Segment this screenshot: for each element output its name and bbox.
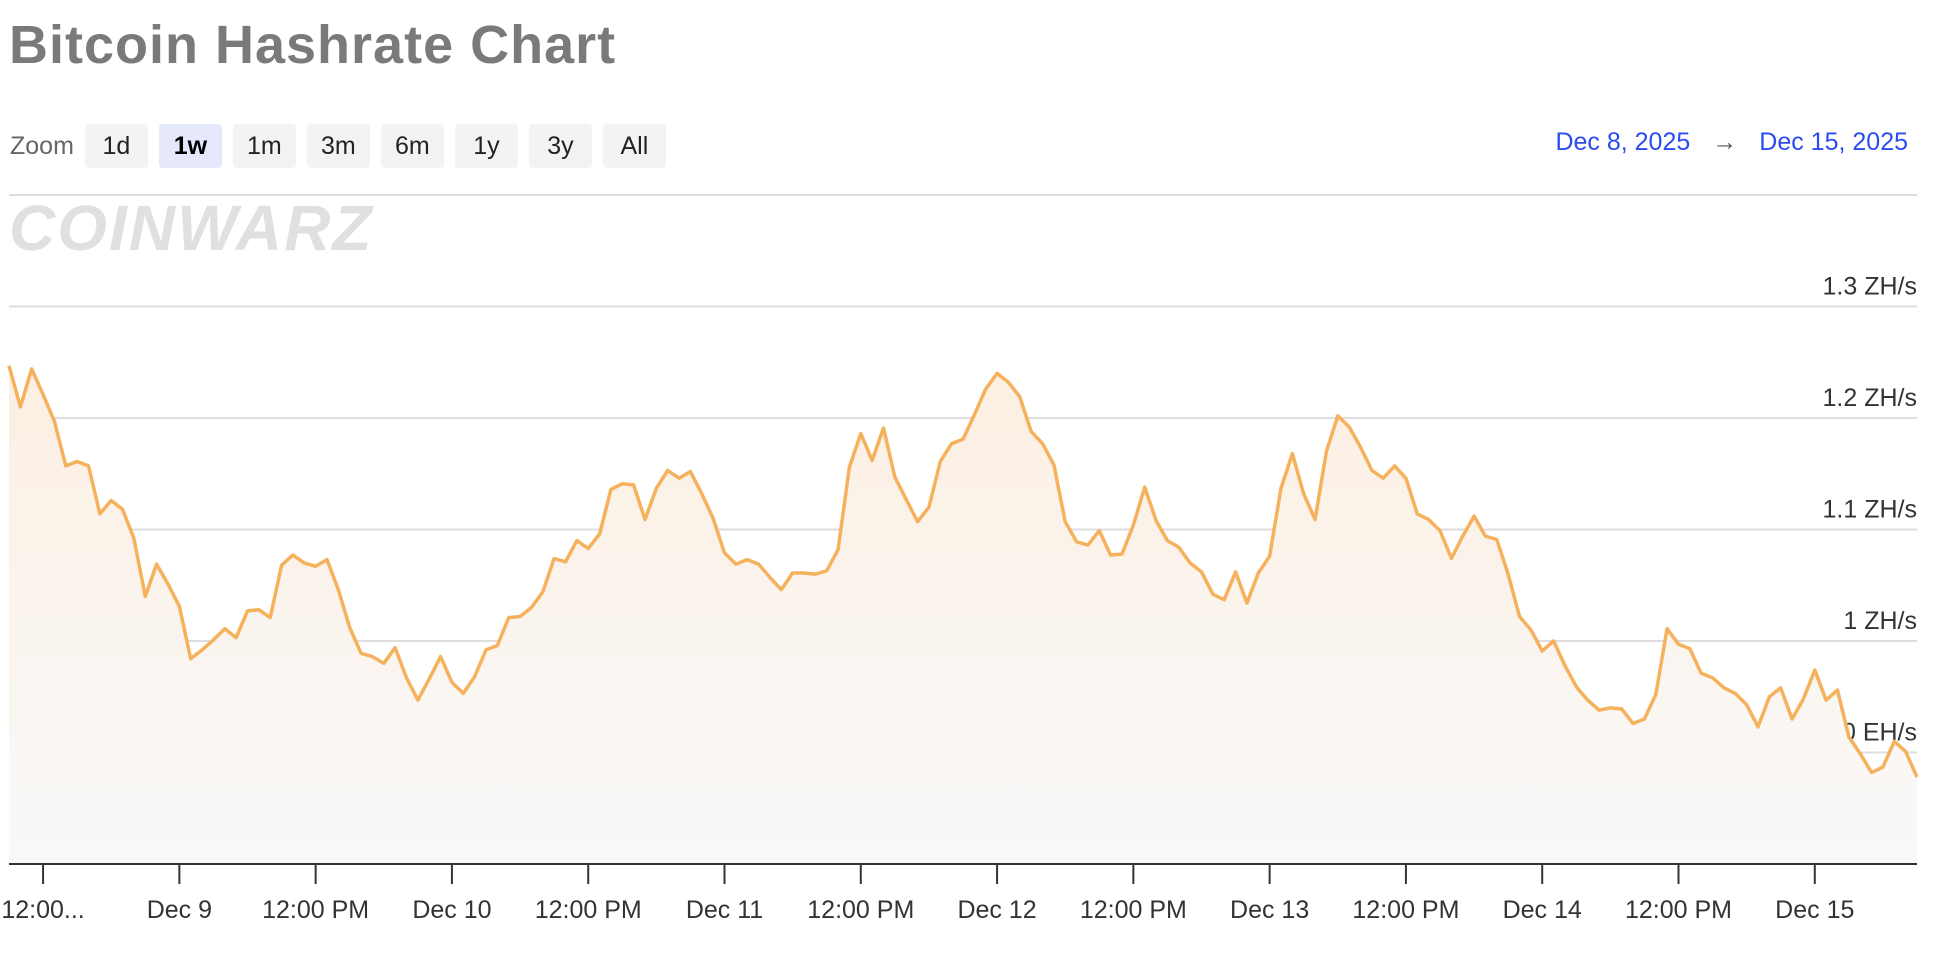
y-tick-label: 1.2 ZH/s	[1823, 384, 1917, 412]
page-title: Bitcoin Hashrate Chart	[9, 15, 617, 75]
y-tick-label: 1.3 ZH/s	[1823, 273, 1917, 301]
zoom-button[interactable]: All	[602, 124, 666, 168]
range-separator: →	[1712, 128, 1738, 156]
x-tick-label: Dec 15	[1775, 896, 1854, 924]
date-range: Dec 8, 2025 → Dec 15, 2025	[1555, 128, 1908, 157]
zoom-button[interactable]: 1w	[158, 124, 222, 168]
zoom-controls: Zoom 1d 1w 1m 3m 6m 1y 3y All	[10, 124, 666, 168]
line	[7, 365, 1919, 778]
range-from[interactable]: Dec 8, 2025	[1555, 128, 1691, 156]
x-tick-label: 12:00 PM	[1080, 896, 1187, 924]
watermark: COINWARZ	[9, 192, 374, 264]
x-tick-label: 12:00 PM	[1625, 896, 1732, 924]
x-tick-label: Dec 12	[957, 896, 1036, 924]
zoom-button[interactable]: 3y	[528, 124, 592, 168]
x-tick-label: 12:00...	[1, 896, 84, 924]
range-to[interactable]: Dec 15, 2025	[1759, 128, 1908, 156]
zoom-button[interactable]: 1y	[454, 124, 518, 168]
zoom-button[interactable]: 3m	[306, 124, 370, 168]
x-tick-label: 12:00 PM	[1352, 896, 1459, 924]
y-tick-label: 1.1 ZH/s	[1823, 496, 1917, 524]
x-tick-label: Dec 9	[147, 896, 212, 924]
zoom-button[interactable]: 6m	[380, 124, 444, 168]
zoom-button[interactable]: 1m	[232, 124, 296, 168]
x-tick-label: Dec 13	[1230, 896, 1309, 924]
x-tick-label: Dec 10	[412, 896, 491, 924]
x-tick-label: 12:00 PM	[535, 896, 642, 924]
x-tick-label: Dec 11	[686, 896, 763, 924]
x-tick-label: Dec 14	[1503, 896, 1582, 924]
x-tick-label: 12:00 PM	[807, 896, 914, 924]
y-tick-label: 1 ZH/s	[1843, 607, 1917, 635]
zoom-button[interactable]: 1d	[84, 124, 148, 168]
area	[9, 365, 1917, 864]
x-tick-label: 12:00 PM	[262, 896, 369, 924]
zoom-label: Zoom	[10, 131, 74, 160]
